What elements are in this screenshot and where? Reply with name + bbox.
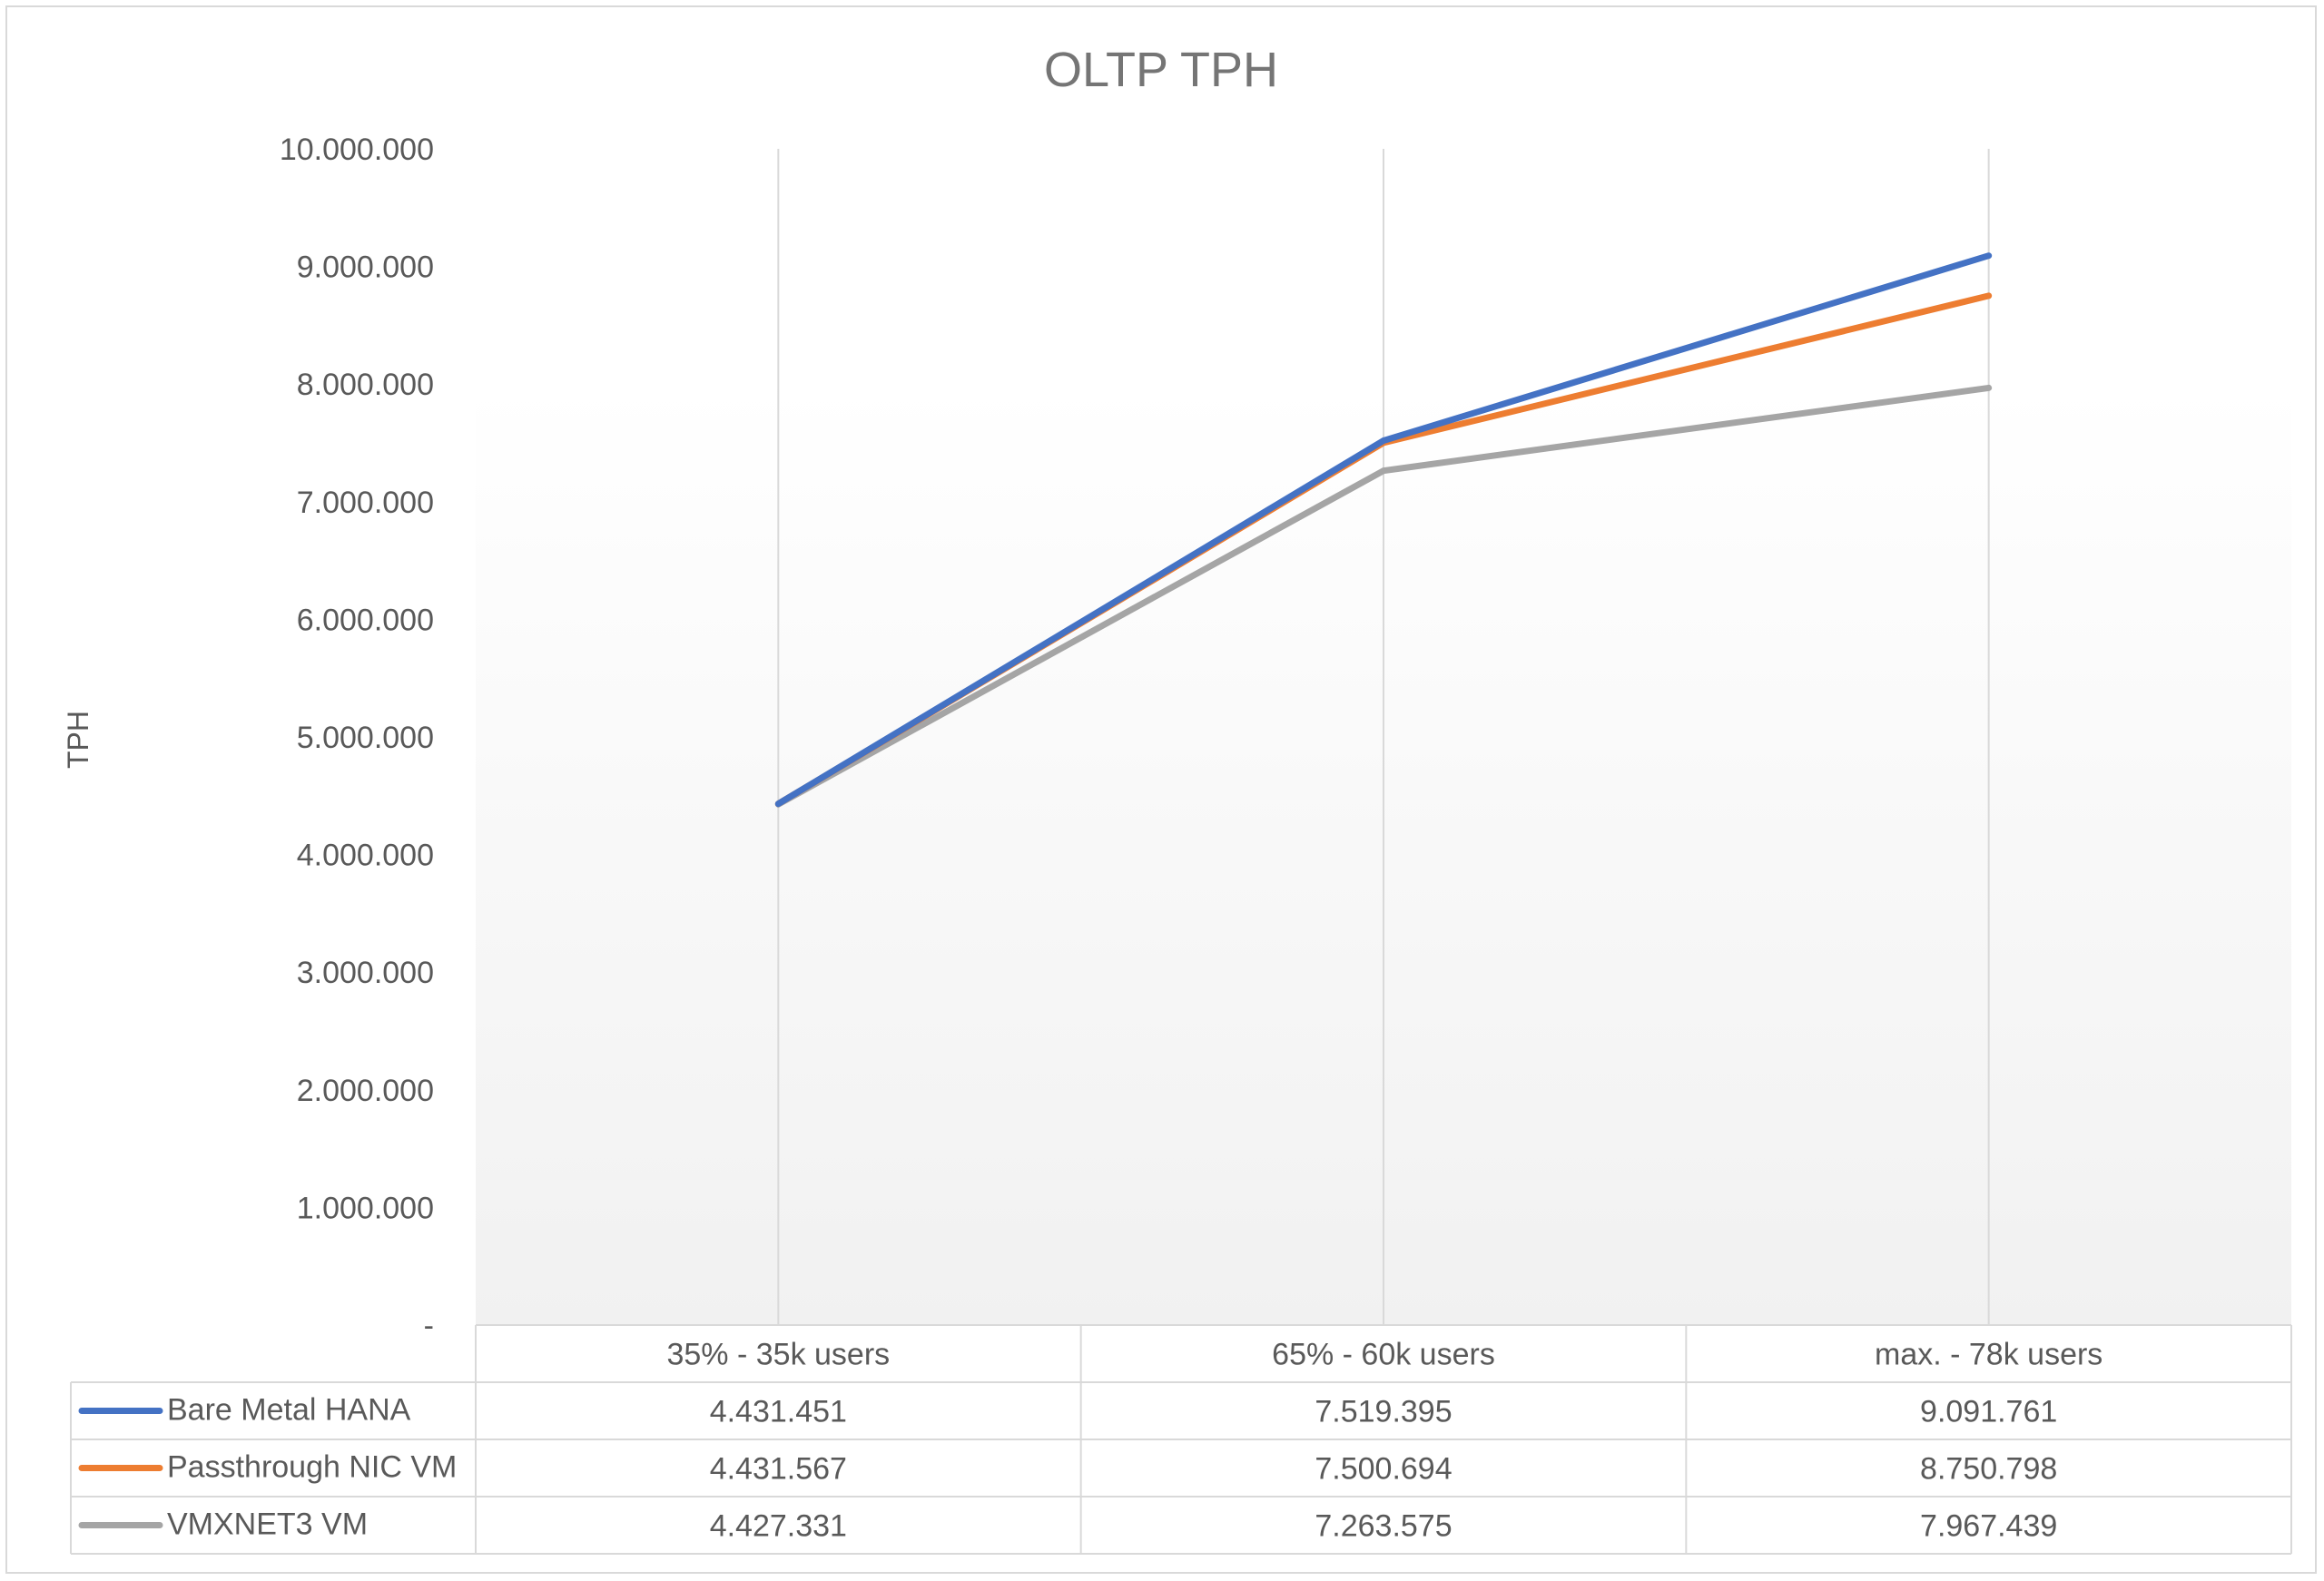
- data-table: [70, 1324, 2292, 1555]
- category-label: max. - 78k users: [1875, 1338, 2102, 1372]
- y-tick-label: 7.000.000: [297, 486, 434, 520]
- grid-lines: [777, 149, 1990, 1325]
- legend-label: Bare Metal HANA: [167, 1393, 411, 1428]
- table-cell-value: 8.750.798: [1920, 1452, 2057, 1487]
- category-label: 65% - 60k users: [1272, 1338, 1495, 1372]
- chart-title: OLTP TPH: [1044, 43, 1278, 97]
- table-cell-value: 7.519.395: [1315, 1395, 1452, 1429]
- table-cell-value: 7.967.439: [1920, 1509, 2057, 1544]
- table-cell-value: 7.500.694: [1315, 1452, 1452, 1487]
- y-tick-label: 4.000.000: [297, 839, 434, 873]
- y-tick-label: 1.000.000: [297, 1191, 434, 1225]
- y-axis-title: TPH: [62, 711, 94, 769]
- y-tick-label: 3.000.000: [297, 956, 434, 990]
- category-label: 35% - 35k users: [666, 1338, 890, 1372]
- legend-label: VMXNET3 VM: [167, 1507, 368, 1542]
- table-cell-value: 9.091.761: [1920, 1395, 2057, 1429]
- y-tick-label: 10.000.000: [280, 133, 434, 167]
- y-tick-label: 6.000.000: [297, 603, 434, 637]
- series-lines: [774, 252, 1993, 808]
- labels: OLTP TPH TPH - 1.000.000 2.000.000 3.000.00…: [62, 43, 2102, 1544]
- table-cell-value: 4.431.451: [710, 1395, 847, 1429]
- y-tick-label: -: [424, 1309, 434, 1343]
- table-cell-value: 7.263.575: [1315, 1509, 1452, 1544]
- y-tick-label: 5.000.000: [297, 721, 434, 755]
- table-cell-value: 4.431.567: [710, 1452, 847, 1487]
- legend-label: Passthrough NIC VM: [167, 1450, 457, 1485]
- y-tick-label: 8.000.000: [297, 368, 434, 402]
- series-line-0: [774, 252, 1993, 808]
- series-line-2: [774, 384, 1993, 808]
- y-tick-label: 9.000.000: [297, 250, 434, 285]
- y-tick-label: 2.000.000: [297, 1074, 434, 1108]
- table-cell-value: 4.427.331: [710, 1509, 847, 1544]
